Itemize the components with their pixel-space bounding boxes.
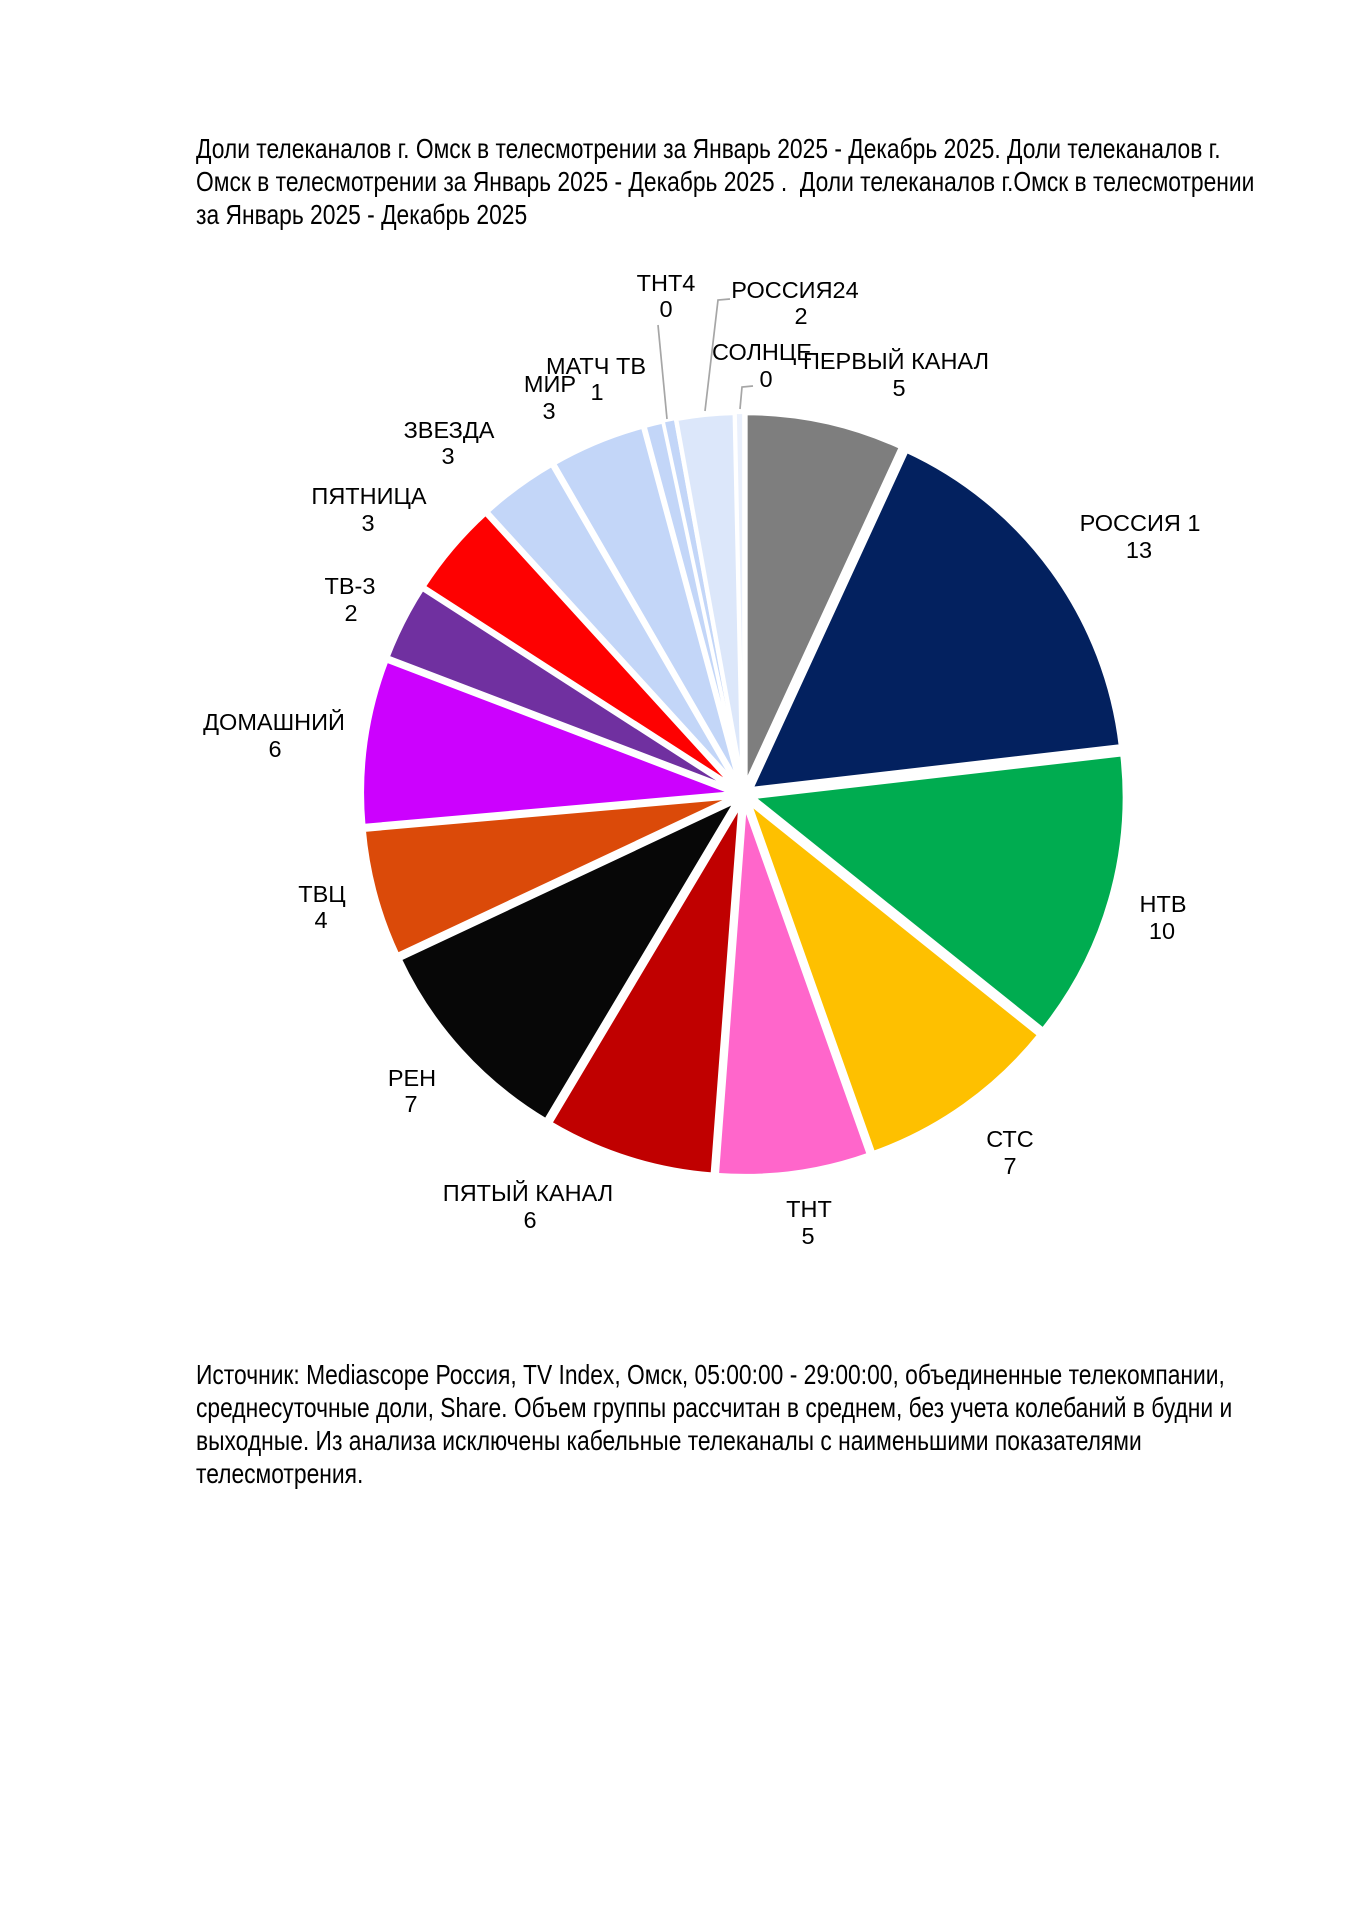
svg-text:РОССИЯ24: РОССИЯ24 [731, 277, 858, 303]
svg-text:10: 10 [1149, 918, 1175, 944]
svg-text:ПЯТЫЙ КАНАЛ: ПЯТЫЙ КАНАЛ [443, 1179, 613, 1206]
svg-text:ТНТ4: ТНТ4 [637, 270, 696, 296]
svg-text:2: 2 [794, 303, 807, 329]
svg-text:1: 1 [590, 379, 603, 405]
svg-text:13: 13 [1126, 537, 1152, 563]
svg-text:6: 6 [268, 736, 281, 762]
svg-text:ДОМАШНИЙ: ДОМАШНИЙ [203, 708, 345, 735]
svg-text:5: 5 [801, 1223, 814, 1249]
svg-text:3: 3 [441, 443, 454, 469]
svg-text:РЕН: РЕН [388, 1065, 436, 1091]
svg-text:СТС: СТС [986, 1126, 1034, 1152]
svg-text:СОЛНЦЕ: СОЛНЦЕ [712, 339, 812, 365]
svg-text:7: 7 [404, 1091, 417, 1117]
svg-text:ЗВЕЗДА: ЗВЕЗДА [404, 417, 495, 443]
svg-text:МАТЧ ТВ: МАТЧ ТВ [546, 353, 646, 379]
svg-text:ПЯТНИЦА: ПЯТНИЦА [311, 483, 426, 509]
svg-text:НТВ: НТВ [1140, 891, 1187, 917]
svg-text:0: 0 [659, 296, 672, 322]
svg-text:6: 6 [523, 1207, 536, 1233]
svg-text:ТВ-3: ТВ-3 [325, 573, 376, 599]
svg-text:МИР: МИР [524, 371, 576, 397]
svg-text:2: 2 [344, 600, 357, 626]
svg-text:3: 3 [361, 510, 374, 536]
svg-text:7: 7 [1003, 1153, 1016, 1179]
svg-text:ТВЦ: ТВЦ [298, 881, 345, 907]
svg-text:ТНТ: ТНТ [786, 1196, 832, 1222]
svg-text:0: 0 [759, 366, 772, 392]
svg-text:3: 3 [542, 398, 555, 424]
svg-text:4: 4 [314, 907, 327, 933]
svg-text:РОССИЯ 1: РОССИЯ 1 [1080, 510, 1201, 536]
svg-text:5: 5 [892, 375, 905, 401]
svg-text:ПЕРВЫЙ КАНАЛ: ПЕРВЫЙ КАНАЛ [803, 347, 989, 374]
